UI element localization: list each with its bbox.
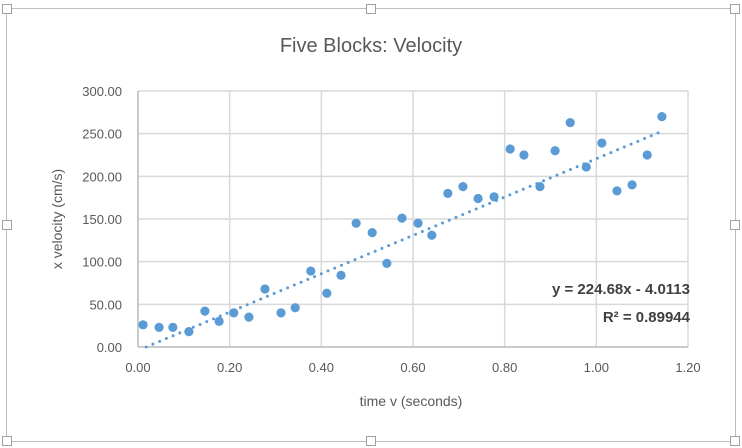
- x-tick-label: 1.00: [584, 360, 609, 375]
- data-point: [597, 138, 607, 148]
- x-tick-label: 0.00: [125, 360, 150, 375]
- data-point: [550, 146, 560, 156]
- x-tick-label: 1.20: [675, 360, 700, 375]
- y-tick-label: 100.00: [82, 255, 122, 270]
- data-point: [612, 186, 622, 196]
- data-point: [276, 308, 286, 318]
- x-tick-label: 0.20: [217, 360, 242, 375]
- trendline: [144, 129, 664, 349]
- y-axis-label: x velocity (cm/s): [49, 169, 65, 269]
- data-point: [382, 258, 392, 268]
- x-tick-label: 0.80: [492, 360, 517, 375]
- data-point: [154, 322, 164, 332]
- chart-title: Five Blocks: Velocity: [280, 35, 462, 57]
- y-tick-label: 300.00: [82, 84, 122, 99]
- data-point: [306, 266, 316, 276]
- x-tick-label: 0.60: [400, 360, 425, 375]
- data-point: [565, 117, 575, 128]
- data-point: [581, 162, 591, 172]
- data-point: [260, 284, 270, 294]
- y-tick-label: 150.00: [82, 212, 122, 227]
- resize-handle-top-right[interactable]: [730, 4, 740, 14]
- data-point: [505, 144, 515, 154]
- data-point: [489, 192, 499, 202]
- data-point: [184, 327, 194, 337]
- y-tick-label: 50.00: [89, 297, 122, 312]
- data-point: [657, 112, 667, 122]
- resize-handle-top-left[interactable]: [2, 4, 12, 14]
- y-tick-label: 200.00: [82, 169, 122, 184]
- trendline-equation: y = 224.68x - 4.0113: [552, 281, 690, 298]
- resize-handle-right[interactable]: [730, 220, 740, 230]
- data-point: [168, 322, 178, 332]
- data-point: [322, 288, 332, 298]
- resize-handle-bottom-right[interactable]: [730, 436, 740, 446]
- data-point: [458, 181, 468, 192]
- data-point: [473, 193, 483, 204]
- data-point: [290, 303, 300, 313]
- data-point: [244, 312, 254, 322]
- data-point: [397, 213, 407, 223]
- data-point: [214, 316, 224, 326]
- data-point: [413, 218, 423, 228]
- data-point: [351, 218, 361, 228]
- x-tick-label: 0.40: [309, 360, 334, 375]
- resize-handle-bottom[interactable]: [366, 436, 376, 446]
- data-point: [627, 180, 637, 190]
- y-tick-label: 0.00: [97, 340, 122, 355]
- data-point: [138, 320, 148, 330]
- data-point: [642, 150, 652, 160]
- x-axis-label: time v (seconds): [360, 393, 463, 409]
- data-point: [535, 181, 545, 192]
- resize-handle-bottom-left[interactable]: [2, 436, 12, 446]
- data-point: [443, 188, 453, 198]
- data-point: [519, 150, 529, 160]
- data-point: [427, 230, 437, 240]
- data-point: [200, 306, 210, 316]
- trendline-r-squared: R² = 0.89944: [603, 309, 691, 326]
- y-tick-label: 250.00: [82, 127, 122, 142]
- resize-handle-top[interactable]: [366, 4, 376, 14]
- data-point: [336, 270, 346, 280]
- data-point: [367, 228, 377, 238]
- data-point: [229, 308, 239, 318]
- resize-handle-left[interactable]: [2, 220, 12, 230]
